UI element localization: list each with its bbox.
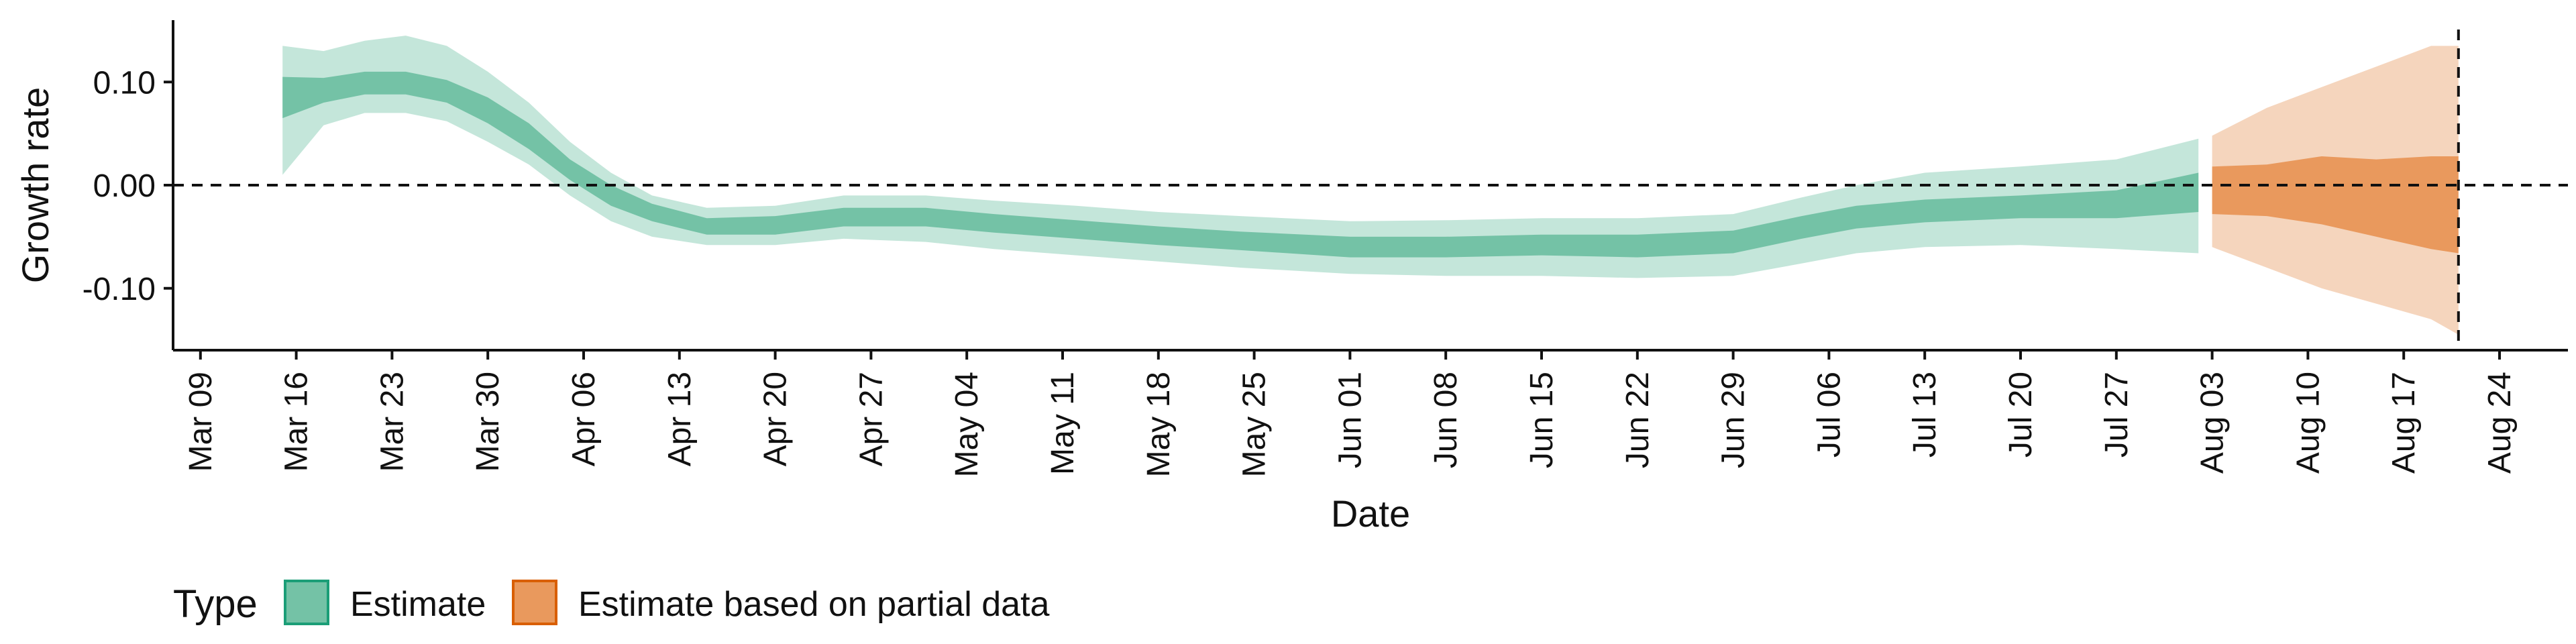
x-tick-label: Apr 06 (566, 372, 602, 466)
legend-key-estimate (284, 580, 329, 625)
x-tick-label: Apr 13 (662, 372, 698, 466)
x-tick-label: May 11 (1045, 372, 1081, 475)
x-tick-label: Jun 01 (1332, 372, 1368, 468)
x-tick-label: Jul 06 (1811, 372, 1847, 458)
y-tick-label: 0.10 (93, 65, 156, 101)
y-tick-label: -0.10 (83, 272, 156, 307)
x-tick-label: Aug 24 (2482, 372, 2518, 474)
x-tick-label: May 25 (1237, 372, 1273, 477)
x-tick-label: Jul 20 (2003, 372, 2039, 458)
x-tick-label: Apr 20 (758, 372, 794, 466)
x-axis-ticks: Mar 09 Mar 16 Mar 23 Mar 30 Apr 06 Apr 13 Apr … (183, 350, 2518, 477)
x-tick-label: May 18 (1141, 372, 1177, 477)
x-tick-label: Jun 29 (1716, 372, 1752, 468)
y-axis-ticks: 0.10 0.00 -0.10 (83, 65, 173, 307)
legend-title: Type (173, 582, 258, 626)
x-tick-label: Jun 22 (1620, 372, 1656, 468)
x-tick-label: Aug 17 (2386, 372, 2422, 474)
partial-estimate-inner-band (2212, 156, 2459, 254)
y-tick-label: 0.00 (93, 168, 156, 204)
x-tick-label: Mar 23 (374, 372, 410, 472)
y-axis-title: Growth rate (14, 87, 56, 284)
x-tick-label: Aug 03 (2195, 372, 2231, 474)
x-tick-label: Mar 09 (183, 372, 219, 472)
x-tick-label: Jun 15 (1524, 372, 1560, 468)
x-tick-label: Jun 08 (1428, 372, 1464, 468)
bands-layer (282, 36, 2459, 335)
legend: Type Estimate Estimate based on partial … (173, 580, 1050, 626)
x-tick-label: May 04 (949, 372, 985, 477)
x-tick-label: Apr 27 (853, 372, 889, 466)
x-tick-label: Mar 16 (279, 372, 315, 472)
x-axis-title: Date (1331, 492, 1410, 535)
x-tick-label: Mar 30 (470, 372, 506, 472)
legend-key-partial-estimate (512, 580, 557, 625)
x-tick-label: Jul 13 (1907, 372, 1943, 458)
legend-label-estimate: Estimate (350, 585, 486, 624)
x-tick-label: Jul 27 (2099, 372, 2135, 458)
x-tick-label: Aug 10 (2290, 372, 2326, 474)
legend-label-partial-estimate: Estimate based on partial data (578, 585, 1050, 624)
